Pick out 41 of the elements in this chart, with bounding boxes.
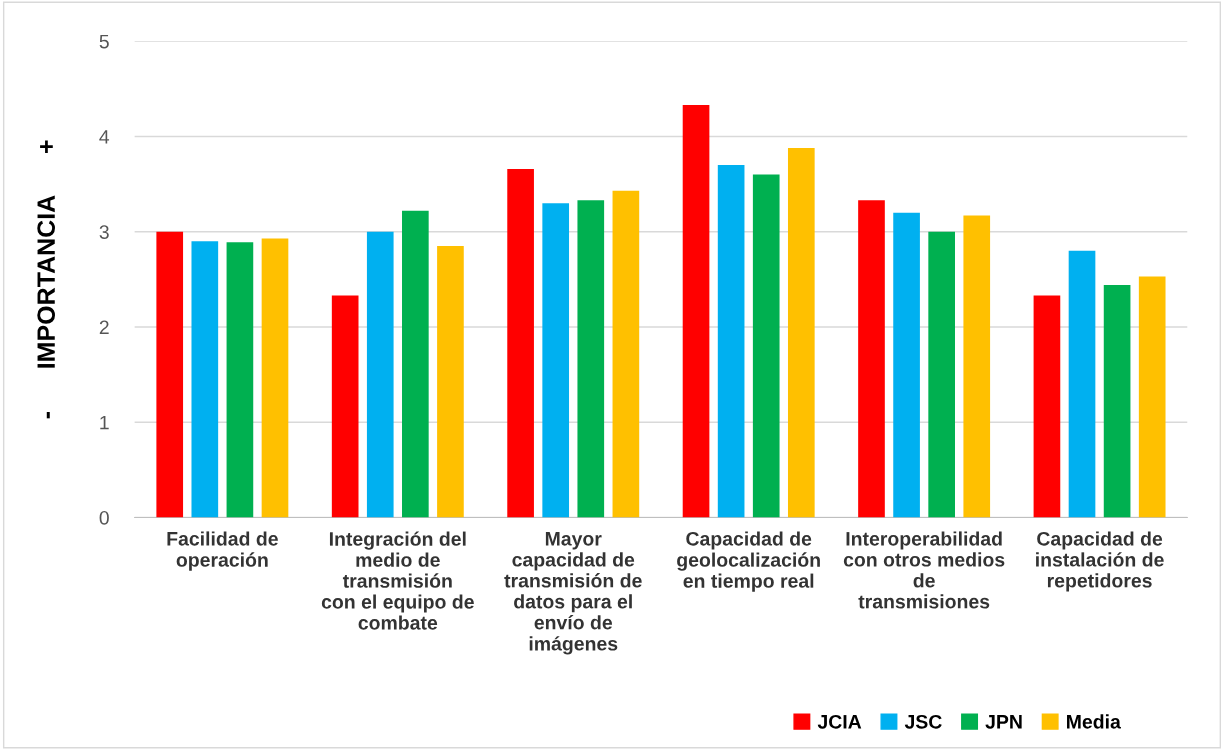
bar — [963, 215, 991, 518]
x-tick-label: Integración del medio de transmisión con el equipo de combate — [321, 531, 474, 630]
y-tick-label: 4 — [99, 130, 110, 144]
bar — [366, 231, 394, 518]
bar — [928, 231, 955, 518]
bar — [752, 174, 780, 518]
y-tick-label: 0 — [99, 510, 109, 525]
bar — [507, 168, 534, 518]
bar — [858, 200, 885, 518]
y-tick-label: 1 — [100, 415, 109, 430]
y-tick-label: 2 — [99, 320, 109, 335]
bar — [1068, 250, 1096, 518]
bar — [1103, 285, 1131, 518]
bar — [612, 190, 640, 518]
y-tick-label: 5 — [99, 34, 109, 49]
bar — [191, 241, 219, 518]
legend-label: JSC — [904, 714, 942, 729]
legend-label: JCIA — [817, 714, 862, 729]
legend-label: JPN — [985, 715, 1022, 729]
bar — [893, 212, 920, 518]
legend-label: Media — [1067, 714, 1121, 729]
bar — [261, 238, 289, 518]
bar — [717, 165, 745, 518]
bar — [156, 231, 184, 518]
y-tick-label: 3 — [99, 225, 109, 239]
bar — [226, 242, 254, 518]
x-tick-label: Interoperabilidad con otros medios de transmisiones — [843, 531, 1005, 609]
bar — [402, 210, 429, 518]
bar — [437, 246, 464, 518]
x-tick-label: Capacidad de instalación de repetidores — [1036, 531, 1164, 592]
bar — [577, 200, 605, 518]
bar — [331, 295, 359, 518]
x-tick-label: Capacidad de geolocalización en tiempo real — [677, 531, 820, 592]
bar — [1033, 295, 1061, 518]
bar — [787, 147, 815, 518]
x-tick-label: Facilidad de operación — [167, 531, 278, 571]
bar — [1138, 276, 1166, 518]
x-tick-label: Mayor capacidad de transmisión de datos para el envío de imágenes — [504, 532, 642, 655]
bar — [682, 105, 710, 518]
bar — [542, 203, 570, 518]
y-axis-title: - IMPORTANCIA + — [37, 140, 55, 419]
